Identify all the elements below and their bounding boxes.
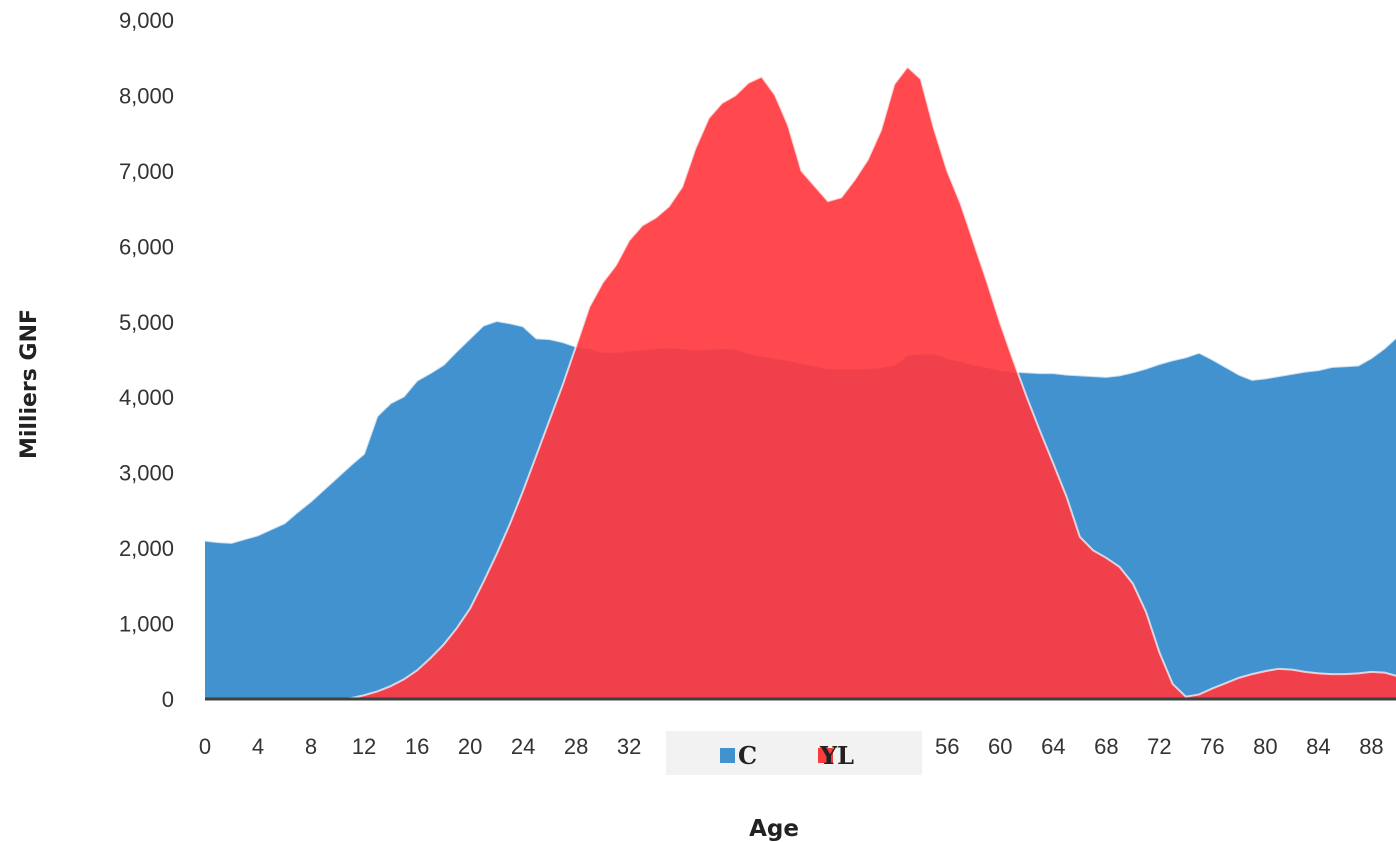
x-tick-label: 8 bbox=[305, 734, 317, 759]
x-tick-label: 80 bbox=[1253, 734, 1277, 759]
legend-swatch-c bbox=[720, 748, 735, 763]
legend: C YL bbox=[666, 731, 922, 775]
x-tick-label: 12 bbox=[352, 734, 376, 759]
x-tick-label: 64 bbox=[1041, 734, 1065, 759]
x-tick-label: 24 bbox=[511, 734, 535, 759]
x-tick-label: 0 bbox=[199, 734, 211, 759]
x-tick-label: 60 bbox=[988, 734, 1012, 759]
legend-background bbox=[666, 731, 922, 775]
x-tick-label: 16 bbox=[405, 734, 429, 759]
x-tick-label: 84 bbox=[1306, 734, 1330, 759]
x-tick-label: 88 bbox=[1359, 734, 1383, 759]
y-tick-label: 6,000 bbox=[119, 234, 174, 259]
y-tick-label: 2,000 bbox=[119, 536, 174, 561]
y-axis-tick-labels: 0 1,000 2,000 3,000 4,000 5,000 6,000 7,000 8,00… bbox=[119, 8, 174, 712]
y-tick-label: 1,000 bbox=[119, 612, 174, 637]
x-tick-label: 28 bbox=[564, 734, 588, 759]
x-tick-label: 72 bbox=[1147, 734, 1171, 759]
y-tick-label: 5,000 bbox=[119, 310, 174, 335]
y-tick-label: 4,000 bbox=[119, 385, 174, 410]
x-tick-label: 56 bbox=[935, 734, 959, 759]
x-tick-label: 76 bbox=[1200, 734, 1224, 759]
x-axis-title: Age bbox=[749, 816, 799, 842]
legend-label-c: C bbox=[738, 741, 757, 770]
plot-area bbox=[204, 65, 1396, 700]
y-tick-label: 8,000 bbox=[119, 83, 174, 108]
x-tick-label: 4 bbox=[252, 734, 264, 759]
x-tick-label: 32 bbox=[617, 734, 641, 759]
legend-swatch-yl bbox=[818, 748, 833, 763]
y-tick-label: 7,000 bbox=[119, 159, 174, 184]
x-tick-label: 20 bbox=[458, 734, 482, 759]
y-axis-title: Milliers GNF bbox=[17, 309, 42, 459]
x-tick-label: 68 bbox=[1094, 734, 1118, 759]
y-tick-label: 0 bbox=[162, 687, 174, 712]
y-tick-label: 3,000 bbox=[119, 461, 174, 486]
y-tick-label: 9,000 bbox=[119, 8, 174, 33]
series-edge-yl bbox=[205, 65, 1396, 700]
legend-label-yl: YL bbox=[819, 741, 854, 770]
